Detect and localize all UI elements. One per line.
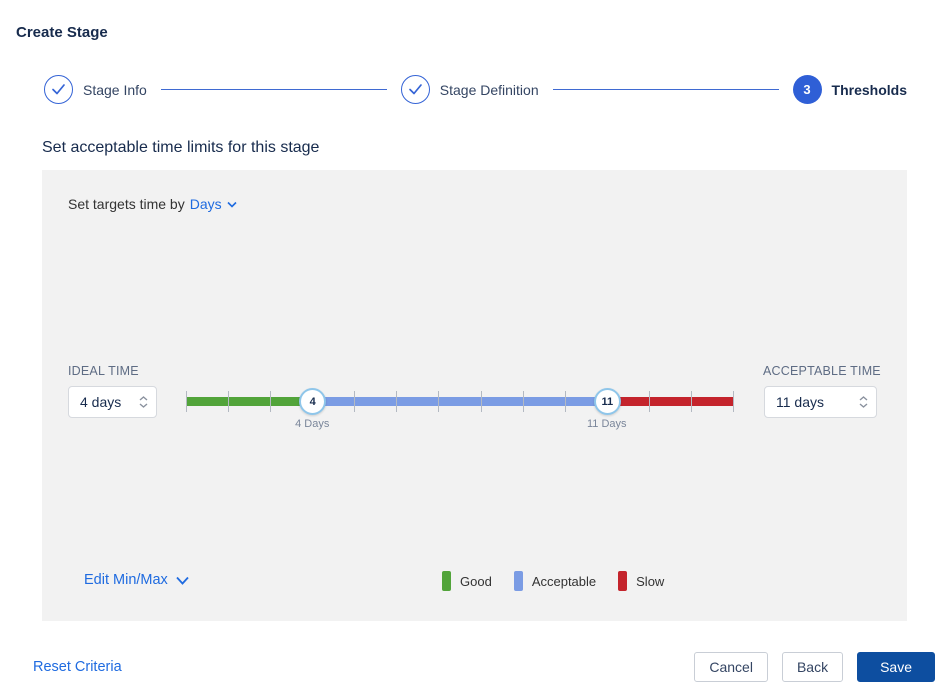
save-button[interactable]: Save xyxy=(857,652,935,682)
slider-tick xyxy=(438,391,440,412)
step-number-badge: 3 xyxy=(792,75,822,104)
step-thresholds[interactable]: 3 Thresholds xyxy=(792,75,908,104)
reset-criteria-link[interactable]: Reset Criteria xyxy=(33,659,122,675)
slow-swatch xyxy=(618,571,628,591)
good-swatch xyxy=(442,571,451,591)
cancel-button[interactable]: Cancel xyxy=(694,652,768,682)
page-title: Create Stage xyxy=(16,24,108,41)
chevron-down-icon xyxy=(139,403,148,408)
ideal-handle-caption: 4 Days xyxy=(295,418,330,430)
ideal-slider-handle[interactable]: 4 xyxy=(299,388,327,415)
time-unit-value: Days xyxy=(189,196,222,212)
threshold-slider[interactable]: 4 4 Days 11 11 Days xyxy=(186,386,734,432)
set-targets-label: Set targets time by xyxy=(68,196,185,212)
slider-tick xyxy=(564,391,566,412)
legend-label: Good xyxy=(460,573,492,589)
threshold-legend: Good Acceptable Slow xyxy=(442,571,664,591)
legend-label: Acceptable xyxy=(531,573,597,589)
slider-tick xyxy=(690,391,692,412)
acceptable-slider-handle[interactable]: 11 xyxy=(593,388,621,415)
step-label: Stage Info xyxy=(83,81,147,98)
wizard-stepper: Stage Info Stage Definition 3 Thresholds xyxy=(44,75,907,104)
step-label: Stage Definition xyxy=(439,81,539,98)
slider-tick xyxy=(354,391,356,412)
acceptable-time-label: ACCEPTABLE TIME xyxy=(763,364,881,378)
slider-tick xyxy=(270,391,272,412)
edit-minmax-label: Edit Min/Max xyxy=(84,572,168,588)
step-complete-check-icon xyxy=(400,75,430,104)
slider-tick xyxy=(228,391,230,412)
chevron-down-icon xyxy=(176,576,189,585)
acceptable-swatch xyxy=(513,571,523,591)
slider-tick xyxy=(522,391,524,412)
step-label: Thresholds xyxy=(831,81,908,98)
slider-tick xyxy=(396,391,398,412)
footer-buttons: Cancel Back Save xyxy=(694,652,935,682)
time-unit-dropdown[interactable]: Days xyxy=(190,196,237,212)
legend-item-acceptable: Acceptable xyxy=(513,571,597,591)
ideal-time-input-box xyxy=(68,386,157,418)
slider-segment-good xyxy=(186,397,313,406)
slider-tick xyxy=(480,391,482,412)
slider-tick xyxy=(186,391,187,412)
step-connector xyxy=(160,89,387,90)
chevron-down-icon xyxy=(859,403,868,408)
ideal-time-stepper[interactable] xyxy=(139,396,156,408)
set-targets-row: Set targets time by Days xyxy=(68,196,237,212)
step-stage-info[interactable]: Stage Info xyxy=(44,75,147,104)
acceptable-time-input[interactable] xyxy=(765,394,859,410)
back-button[interactable]: Back xyxy=(781,652,844,682)
step-stage-definition[interactable]: Stage Definition xyxy=(400,75,539,104)
chevron-up-icon xyxy=(859,396,868,401)
section-title: Set acceptable time limits for this stag… xyxy=(42,139,320,156)
slider-tick xyxy=(648,391,650,412)
step-connector xyxy=(552,89,779,90)
acceptable-handle-caption: 11 Days xyxy=(586,418,627,430)
slider-tick xyxy=(733,391,734,412)
slider-segment-slow xyxy=(606,397,733,406)
legend-label: Slow xyxy=(636,573,665,589)
chevron-up-icon xyxy=(139,396,148,401)
slider-segment-acceptable xyxy=(312,397,607,406)
legend-item-good: Good xyxy=(442,571,492,591)
acceptable-time-input-box xyxy=(764,386,877,418)
ideal-time-label: IDEAL TIME xyxy=(68,364,139,378)
chevron-down-icon xyxy=(227,201,237,208)
ideal-time-input[interactable] xyxy=(69,394,139,410)
step-complete-check-icon xyxy=(44,75,73,104)
edit-minmax-link[interactable]: Edit Min/Max xyxy=(84,572,189,588)
thresholds-panel: Set targets time by Days IDEAL TIME ACCE… xyxy=(42,170,907,621)
acceptable-time-stepper[interactable] xyxy=(859,396,876,408)
legend-item-slow: Slow xyxy=(618,571,664,591)
